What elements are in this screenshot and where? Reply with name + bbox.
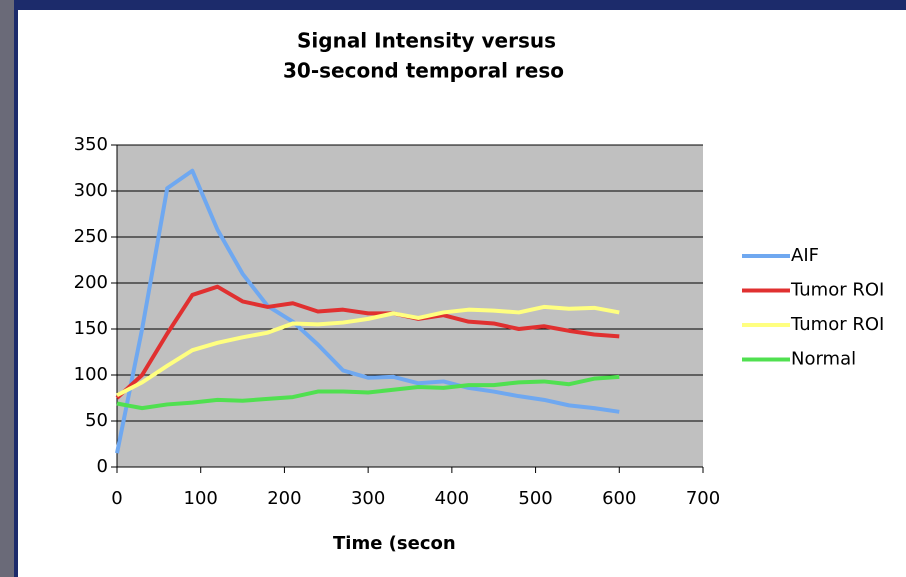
y-tick-label: 100 [74, 364, 108, 385]
legend-label: Tumor ROI [790, 280, 884, 301]
x-tick-label: 500 [518, 488, 552, 509]
x-tick-label: 0 [111, 488, 122, 509]
x-tick-label: 100 [184, 488, 218, 509]
x-tick-label: 200 [267, 488, 301, 509]
legend-label: AIF [791, 245, 819, 266]
y-tick-label: 300 [74, 180, 108, 201]
x-tick-label: 700 [686, 488, 720, 509]
y-tick-label: 350 [74, 134, 108, 155]
y-tick-label: 250 [74, 226, 108, 247]
chart: Signal Intensity versus 30-second tempor… [0, 0, 906, 577]
legend-label: Normal [791, 349, 856, 370]
page: Signal Intensity versus 30-second tempor… [0, 0, 906, 577]
y-tick-label: 50 [85, 410, 108, 431]
left-edge [0, 0, 14, 577]
chart-title: 30-second temporal reso [283, 59, 564, 83]
plot-area [117, 145, 703, 467]
y-tick-label: 200 [74, 272, 108, 293]
x-tick-label: 300 [351, 488, 385, 509]
y-tick-label: 0 [97, 456, 108, 477]
legend-label: Tumor ROI [790, 314, 884, 335]
chart-title: Signal Intensity versus [297, 29, 556, 53]
x-axis-title: Time (secon [333, 533, 456, 554]
x-tick-label: 600 [602, 488, 636, 509]
y-tick-label: 150 [74, 318, 108, 339]
x-tick-label: 400 [435, 488, 469, 509]
